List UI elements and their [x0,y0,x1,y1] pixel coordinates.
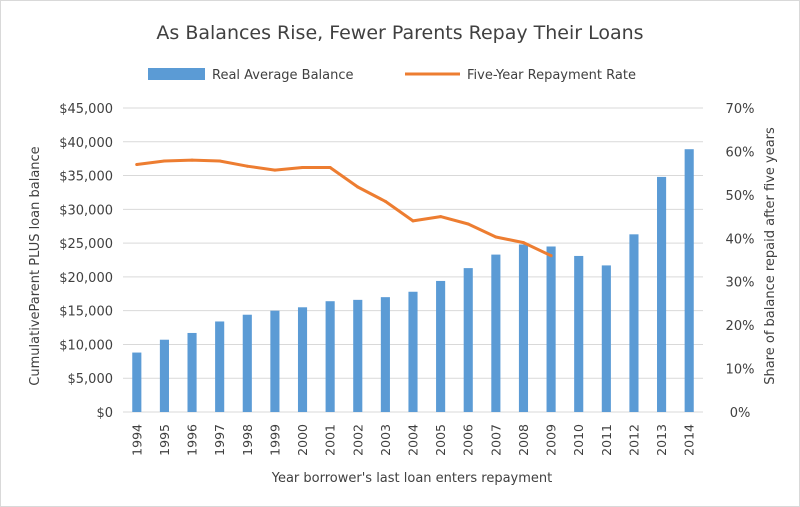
x-tick-label: 1998 [240,424,255,456]
legend-label-five-year-repayment-rate: Five-Year Repayment Rate [467,68,636,83]
bar [297,307,308,412]
y2-axis-title: Share of balance repaid after five years [763,127,778,385]
y-axis-title: CumulativeParent PLUS loan balance [28,146,43,385]
y-tick-label: $10,000 [59,338,113,353]
bar [684,149,694,412]
repayment-rate-line [135,158,553,258]
line-point [190,158,194,162]
line-point [466,222,470,226]
x-tick-label: 1996 [185,424,200,456]
x-tick-label: 2012 [626,424,641,456]
y-tick-label: $20,000 [59,271,113,286]
legend-swatch-real-average-balance [148,68,205,80]
x-tick-label: 1997 [212,424,227,456]
y-tick-label: $30,000 [59,203,113,218]
x-tick-label: 1999 [267,424,282,456]
y2-tick-label: 30% [726,276,755,291]
line-point [301,165,305,169]
x-tick-label: 2010 [571,424,586,456]
y-tick-label: $35,000 [59,170,113,185]
line-point [494,235,498,239]
x-tick-label: 2014 [682,424,697,456]
bar [132,352,142,412]
x-tick-label: 1995 [157,424,172,456]
line-series-five-year-repayment-rate [135,158,553,258]
y2-tick-label: 10% [726,363,755,378]
bar [436,280,446,412]
bar [159,339,169,412]
y2-tick-label: 60% [726,145,755,160]
chart-title: As Balances Rise, Fewer Parents Repay Th… [156,22,643,44]
y-tick-label: $5,000 [68,372,114,387]
right-axis-ticks: 0% 10% 20% 30% 40% 50% 60% 70% [726,102,755,421]
bar [601,265,611,412]
bar [546,246,556,412]
x-axis-title: Year borrower's last loan enters repayme… [271,471,552,486]
y2-tick-label: 50% [726,189,755,204]
bar [463,268,473,412]
left-axis-ticks: $0 $5,000 $10,000 $15,000 $20,000 $25,000 $30,… [59,102,113,421]
line-point [411,219,415,223]
bar [518,244,529,412]
bar [325,301,335,412]
bar [187,332,197,412]
bar [380,297,390,412]
line-point [439,215,443,219]
y2-tick-label: 20% [726,319,755,334]
x-tick-label: 2004 [406,424,421,456]
line-point [245,164,249,168]
x-tick-label: 2006 [461,424,476,456]
line-point [356,185,360,189]
x-tick-label: 2002 [350,424,365,456]
x-axis-ticks: 1994 1995 1996 1997 1998 1999 2000 2001 2002 2003… [129,424,696,456]
y2-tick-label: 70% [726,102,755,117]
x-tick-label: 2011 [599,424,614,456]
line-point [383,199,387,203]
x-tick-label: 2001 [323,424,338,456]
y-tick-label: $45,000 [59,102,113,117]
bar [491,254,501,412]
y-tick-label: $25,000 [59,237,113,252]
x-tick-label: 2005 [433,424,448,456]
bar [657,176,667,412]
y-tick-label: $40,000 [59,136,113,151]
bar [408,291,418,412]
x-tick-label: 2007 [488,424,503,456]
bar [270,310,280,412]
y2-tick-label: 0% [730,406,751,421]
bar-series-real-average-balance [132,149,694,412]
y2-tick-label: 40% [726,232,755,247]
y-tick-label: $0 [96,406,113,421]
line-point [273,168,277,172]
bar [215,321,225,412]
line-point [162,159,166,163]
bar [629,234,639,412]
line-point [218,159,222,163]
x-tick-label: 2009 [544,424,559,456]
legend: Real Average Balance Five-Year Repayment… [148,68,636,83]
y-tick-label: $15,000 [59,305,113,320]
legend-label-real-average-balance: Real Average Balance [212,68,354,83]
line-point [549,254,553,258]
x-tick-label: 2013 [654,424,669,456]
x-tick-label: 2003 [378,424,393,456]
x-tick-label: 1994 [129,424,144,456]
line-point [328,165,332,169]
x-tick-label: 2008 [516,424,531,456]
line-point [135,162,139,166]
bar [242,314,252,412]
x-tick-label: 2000 [295,424,310,456]
line-point [521,241,525,245]
bar [574,255,584,412]
bar [353,299,363,412]
